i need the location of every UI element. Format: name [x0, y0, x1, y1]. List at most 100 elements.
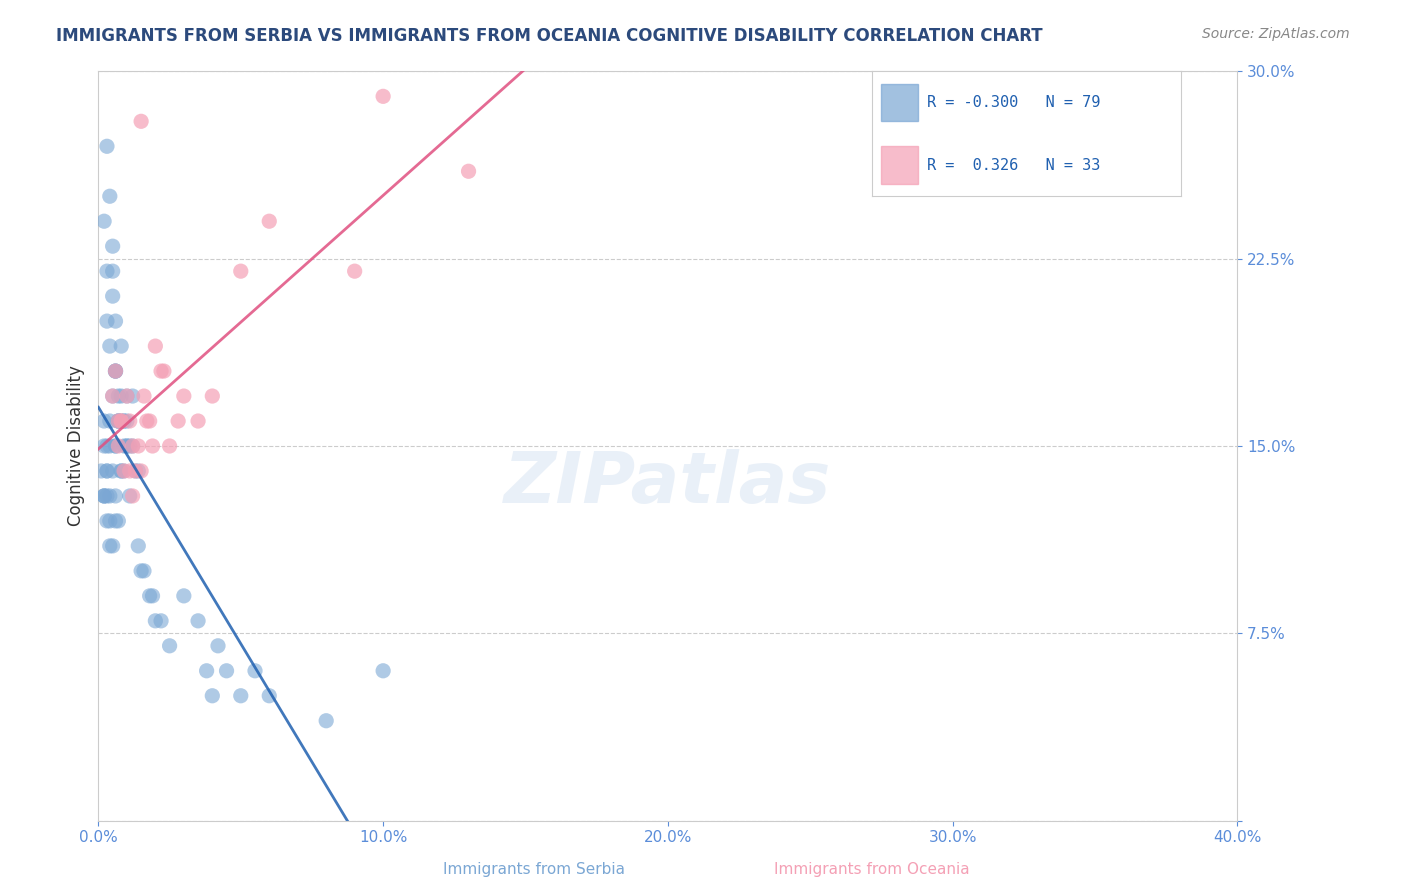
Point	[132, 564, 155, 578]
Point	[104, 364, 127, 378]
Point	[187, 414, 209, 428]
Point	[124, 464, 146, 478]
Point	[201, 689, 224, 703]
Point	[115, 439, 138, 453]
Point	[101, 289, 124, 303]
Point	[173, 389, 195, 403]
Point	[110, 414, 132, 428]
Point	[107, 414, 129, 428]
Point	[107, 414, 129, 428]
Point	[96, 464, 118, 478]
Point	[243, 664, 266, 678]
Point	[127, 439, 149, 453]
Point	[121, 439, 143, 453]
Point	[107, 439, 129, 453]
Point	[115, 389, 138, 403]
Point	[98, 514, 121, 528]
Point	[207, 639, 229, 653]
Point	[110, 464, 132, 478]
Point	[173, 589, 195, 603]
Text: Source: ZipAtlas.com: Source: ZipAtlas.com	[1202, 27, 1350, 41]
Point	[132, 389, 155, 403]
Point	[118, 464, 141, 478]
Point	[101, 389, 124, 403]
Point	[229, 689, 252, 703]
Point	[159, 439, 181, 453]
Point	[150, 614, 173, 628]
Bar	[882, 146, 918, 184]
Point	[96, 139, 118, 153]
Point	[104, 314, 127, 328]
Point	[121, 389, 143, 403]
Point	[93, 439, 115, 453]
Point	[129, 564, 152, 578]
Point	[135, 414, 157, 428]
Point	[96, 464, 118, 478]
Point	[112, 439, 135, 453]
Point	[145, 339, 167, 353]
Point	[187, 614, 209, 628]
Point	[112, 464, 135, 478]
Point	[101, 464, 124, 478]
Point	[98, 439, 121, 453]
Point	[159, 639, 181, 653]
Point	[118, 439, 141, 453]
Point	[127, 464, 149, 478]
Point	[101, 539, 124, 553]
Text: IMMIGRANTS FROM SERBIA VS IMMIGRANTS FROM OCEANIA COGNITIVE DISABILITY CORRELATI: IMMIGRANTS FROM SERBIA VS IMMIGRANTS FRO…	[56, 27, 1043, 45]
Point	[150, 364, 173, 378]
Point	[101, 264, 124, 278]
Point	[107, 514, 129, 528]
Point	[118, 414, 141, 428]
Point	[110, 414, 132, 428]
Point	[107, 414, 129, 428]
Point	[121, 489, 143, 503]
Point	[104, 489, 127, 503]
Point	[315, 714, 337, 728]
Point	[98, 539, 121, 553]
Point	[93, 414, 115, 428]
Point	[124, 464, 146, 478]
Point	[373, 89, 395, 103]
Point	[118, 489, 141, 503]
Point	[104, 439, 127, 453]
Text: ZIPatlas: ZIPatlas	[505, 449, 831, 518]
Point	[101, 389, 124, 403]
Point	[138, 414, 160, 428]
Point	[110, 339, 132, 353]
Point	[115, 389, 138, 403]
Point	[129, 464, 152, 478]
Point	[104, 364, 127, 378]
Text: R = -0.300   N = 79: R = -0.300 N = 79	[928, 95, 1101, 110]
Point	[201, 389, 224, 403]
Point	[96, 514, 118, 528]
Point	[96, 264, 118, 278]
Point	[127, 539, 149, 553]
Point	[115, 414, 138, 428]
Point	[107, 414, 129, 428]
Point	[373, 664, 395, 678]
Point	[104, 514, 127, 528]
Text: R =  0.326   N = 33: R = 0.326 N = 33	[928, 158, 1101, 172]
Point	[259, 689, 281, 703]
Point	[104, 364, 127, 378]
Point	[141, 589, 163, 603]
Point	[115, 439, 138, 453]
Point	[259, 214, 281, 228]
Point	[129, 114, 152, 128]
Point	[229, 264, 252, 278]
Point	[93, 489, 115, 503]
Point	[96, 439, 118, 453]
Point	[457, 164, 479, 178]
Point	[112, 414, 135, 428]
Bar	[882, 84, 918, 121]
Point	[93, 489, 115, 503]
Point	[112, 414, 135, 428]
Point	[110, 389, 132, 403]
Point	[104, 439, 127, 453]
Point	[90, 464, 112, 478]
Point	[110, 414, 132, 428]
Y-axis label: Cognitive Disability: Cognitive Disability	[66, 366, 84, 526]
Point	[107, 389, 129, 403]
Point	[343, 264, 366, 278]
